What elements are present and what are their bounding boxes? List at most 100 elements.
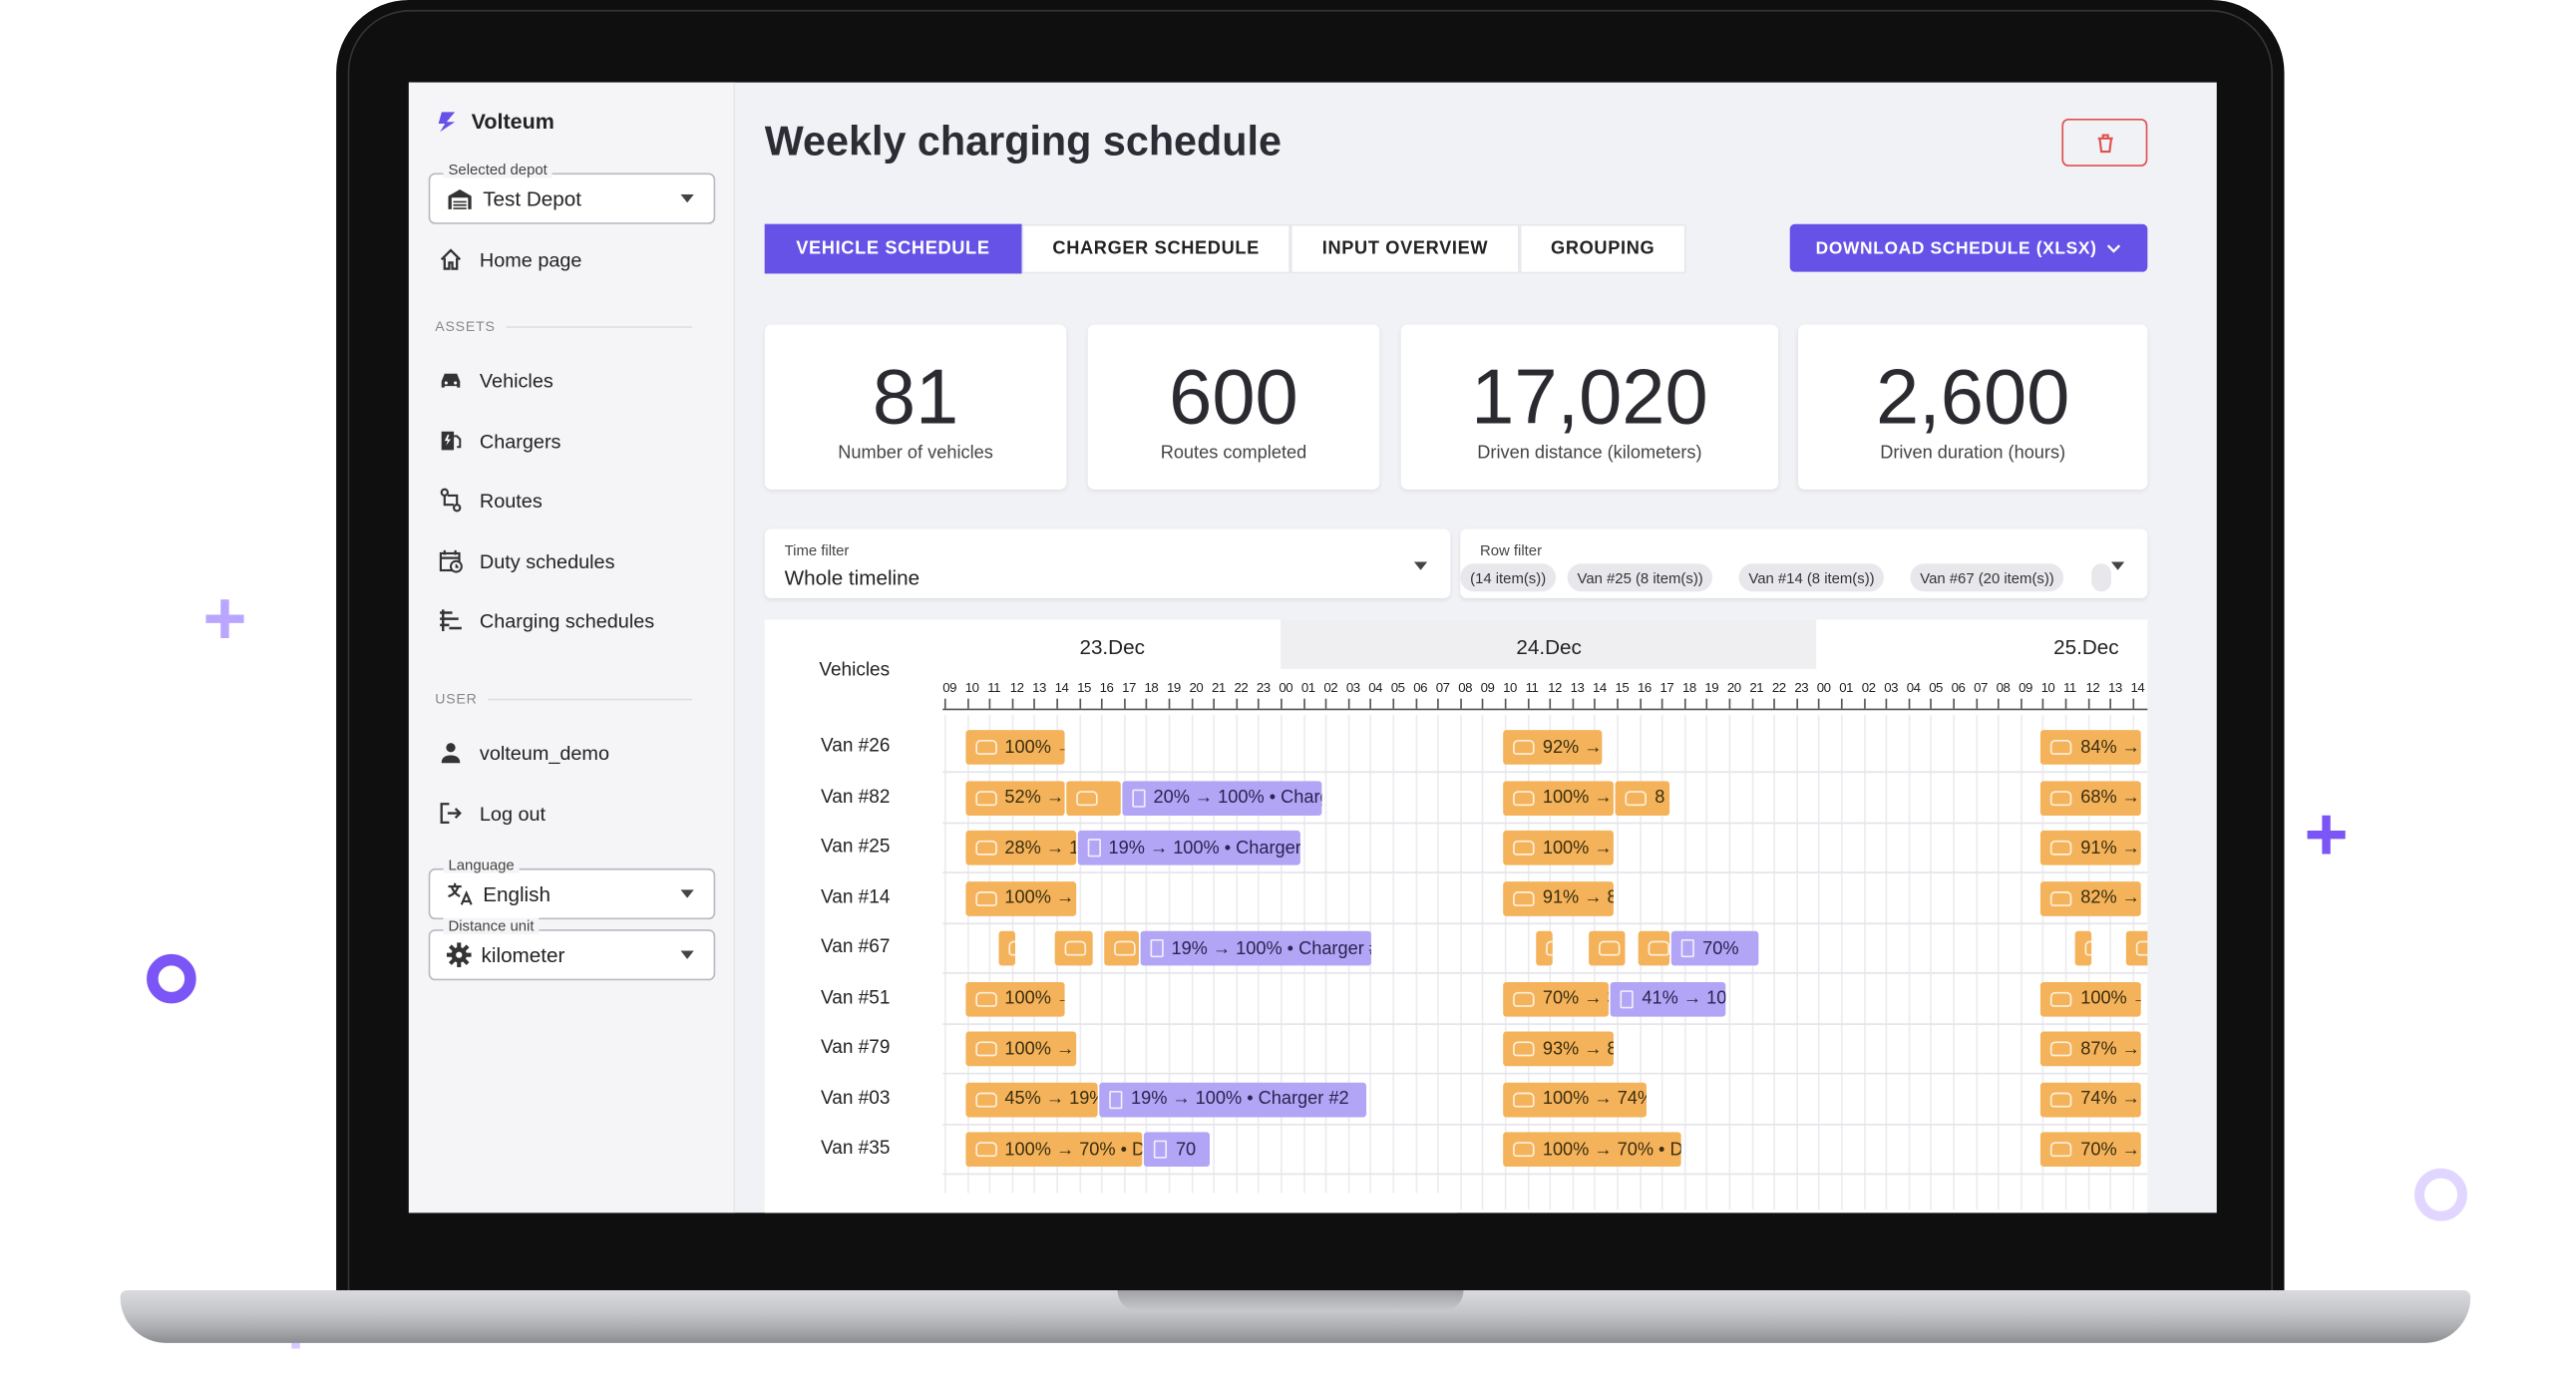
drive-segment[interactable]: 8	[1615, 780, 1670, 816]
drive-segment[interactable]	[998, 930, 1015, 966]
tab-grouping[interactable]: GROUPING	[1519, 223, 1686, 274]
row-filter-chip[interactable]: Van #25 (8 item(s))	[1567, 563, 1713, 592]
drive-segment[interactable]: 92% → 55%	[1503, 730, 1603, 765]
tab-vehicle-schedule[interactable]: VEHICLE SCHEDULE	[764, 223, 1022, 274]
drive-segment[interactable]: 87% → 5	[2040, 1031, 2141, 1067]
vehicle-row-label[interactable]: Van #25	[820, 837, 891, 858]
vehicle-row-label[interactable]: Van #82	[820, 787, 891, 807]
grid-line	[988, 715, 991, 1210]
hour-tick	[1258, 698, 1261, 709]
charge-segment[interactable]: 19% → 100% • Charger #2	[1099, 1081, 1367, 1117]
car-icon	[974, 991, 997, 1006]
download-schedule-button[interactable]: DOWNLOAD SCHEDULE (XLSX)	[1789, 223, 2148, 272]
row-filter-chip[interactable]: (14 item(s))	[1460, 563, 1557, 592]
drive-segment[interactable]: 68% → 3	[2040, 780, 2141, 816]
drive-segment[interactable]: 28% → 1	[964, 830, 1076, 865]
drive-segment[interactable]: 100% → 74%	[1503, 1081, 1648, 1117]
time-filter-value: Whole timeline	[784, 566, 920, 590]
drive-segment[interactable]: 100% → 70% • DC	[1503, 1132, 1681, 1168]
logout-label: Log out	[479, 801, 547, 826]
drive-segment[interactable]	[2125, 930, 2148, 966]
drive-segment[interactable]: 100% →	[1503, 830, 1614, 865]
drive-segment[interactable]: 91% → 6	[2040, 830, 2141, 865]
drive-segment[interactable]	[1638, 930, 1670, 966]
vehicle-row-label[interactable]: Van #03	[820, 1088, 891, 1109]
drive-segment[interactable]: 74% → 3	[2040, 1081, 2141, 1117]
vehicle-row-label[interactable]: Van #26	[820, 736, 891, 757]
nav-chargers[interactable]: Chargers	[439, 429, 560, 454]
drive-segment[interactable]: 100% → 5	[964, 981, 1065, 1016]
vehicle-row-label[interactable]: Van #14	[820, 886, 891, 907]
segment-text: 74% → 3	[2080, 1089, 2140, 1110]
row-filter-chip[interactable]: Van #67 (20 item(s))	[1910, 563, 2064, 592]
drive-segment[interactable]: 82% → 4	[2040, 880, 2141, 916]
segment-text: 100% → 5	[1004, 988, 1064, 1009]
drive-segment[interactable]: 100% → 70% • DC	[964, 1132, 1143, 1168]
nav-logout[interactable]: Log out	[439, 801, 546, 826]
delete-button[interactable]	[2061, 118, 2148, 167]
segment-text: 19% → 100% • Charger #2	[1130, 1089, 1349, 1110]
hour-label: 18	[1681, 680, 1696, 696]
time-filter-select[interactable]: Time filter Whole timeline	[764, 528, 1451, 598]
nav-home[interactable]: Home page	[439, 247, 581, 272]
vehicle-row-label[interactable]: Van #67	[820, 937, 891, 958]
charge-segment[interactable]: 19% → 100% • Charger #1	[1140, 930, 1372, 966]
vehicle-row-label[interactable]: Van #79	[820, 1038, 891, 1058]
brand[interactable]: Volteum	[435, 109, 554, 134]
decor-plus-right: +	[2304, 791, 2349, 877]
nav-vehicles[interactable]: Vehicles	[439, 368, 553, 393]
hour-tick	[1572, 698, 1574, 709]
charge-segment[interactable]: 19% → 100% • Charger #3	[1077, 830, 1300, 865]
drive-segment[interactable]: 45% → 19%	[964, 1081, 1098, 1117]
nav-charging-schedules[interactable]: Charging schedules	[439, 608, 654, 633]
drive-segment[interactable]: 100% → 44%	[964, 730, 1065, 765]
language-select[interactable]: Language English	[428, 857, 716, 920]
drive-segment[interactable]	[1104, 930, 1139, 966]
tab-charger-schedule[interactable]: CHARGER SCHEDULE	[1021, 223, 1291, 274]
charge-segment[interactable]: 41% → 100%	[1611, 981, 1726, 1016]
drive-segment[interactable]: 93% → 8	[1503, 1031, 1614, 1067]
depot-select[interactable]: Selected depot Test Depot	[428, 161, 716, 224]
nav-routes[interactable]: Routes	[439, 488, 543, 513]
charge-segment[interactable]: 20% → 100% • Charger #2	[1122, 780, 1322, 816]
drive-segment[interactable]	[1054, 930, 1094, 966]
car-icon	[1513, 1142, 1535, 1158]
hour-tick	[1908, 698, 1911, 709]
hour-tick	[1549, 698, 1552, 709]
row-filter-chip-overflow[interactable]	[2091, 563, 2111, 592]
hour-label: 22	[1771, 680, 1786, 696]
drive-segment[interactable]: 84% → 40%	[2040, 730, 2141, 765]
drive-segment[interactable]	[1588, 930, 1626, 966]
charge-segment[interactable]: 70	[1144, 1132, 1211, 1168]
hour-label: 11	[987, 680, 1000, 696]
car-icon	[1114, 940, 1136, 956]
drive-segment[interactable]: 100% → 6	[964, 1031, 1076, 1067]
grid-line	[1998, 715, 2000, 1210]
hour-label: 13	[1570, 680, 1585, 696]
drive-segment[interactable]: 100% →	[2040, 981, 2141, 1016]
drive-segment[interactable]: 100% → 5	[964, 880, 1076, 916]
nav-duty-schedules[interactable]: Duty schedules	[439, 548, 614, 573]
drive-segment[interactable]: 100% →	[1503, 780, 1614, 816]
vehicle-row-label[interactable]: Van #51	[820, 987, 891, 1008]
drive-segment[interactable]: 52% → 4	[964, 780, 1065, 816]
hour-label: 16	[1638, 680, 1652, 696]
hour-tick	[2064, 698, 2067, 709]
tab-input-overview[interactable]: INPUT OVERVIEW	[1290, 223, 1520, 274]
drive-segment[interactable]: 70% → 3	[1503, 981, 1610, 1016]
drive-segment[interactable]	[1065, 780, 1121, 816]
drive-segment[interactable]	[1536, 930, 1554, 966]
distance-unit-select[interactable]: Distance unit kilometer	[428, 917, 716, 981]
charge-segment[interactable]: 70%	[1670, 930, 1759, 966]
drive-segment[interactable]	[2074, 930, 2091, 966]
nav-vehicles-label: Vehicles	[479, 368, 553, 392]
row-filter-select[interactable]: Row filter (14 item(s)) Van #25 (8 item(…	[1460, 528, 2148, 598]
drive-segment[interactable]: 70% → 3	[2040, 1132, 2141, 1168]
hour-tick	[1504, 698, 1507, 709]
nav-user[interactable]: volteum_demo	[439, 740, 609, 765]
drive-segment[interactable]: 91% → 8	[1503, 880, 1614, 916]
row-filter-chip[interactable]: Van #14 (8 item(s))	[1738, 563, 1885, 592]
segment-text: 100% → 70% • DC	[1004, 1139, 1142, 1160]
vehicle-row-label[interactable]: Van #35	[820, 1138, 891, 1159]
hour-tick	[1594, 698, 1597, 709]
